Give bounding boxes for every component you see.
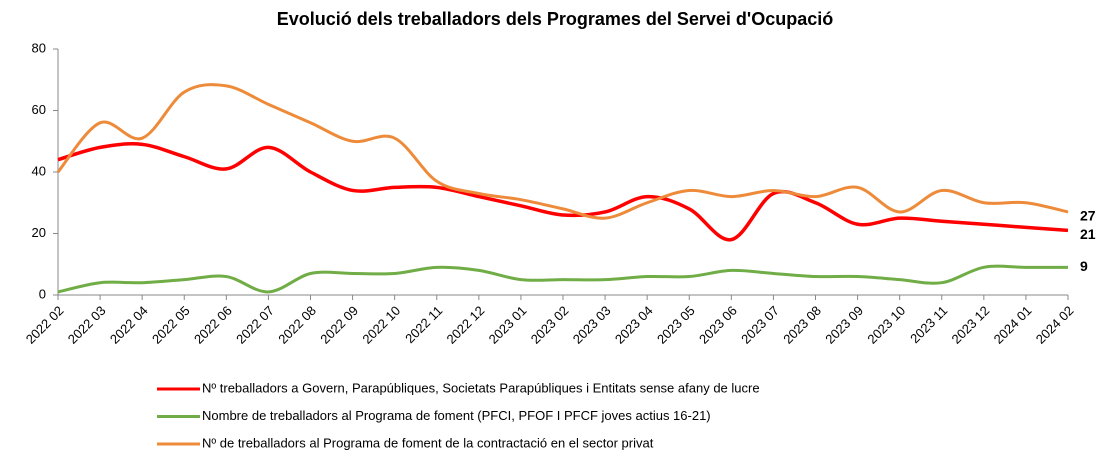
data-label: 9	[1080, 258, 1088, 274]
legend-label: Nombre de treballadors al Programa de fo…	[202, 408, 711, 423]
legend-label: Nº de treballadors al Programa de foment…	[202, 435, 654, 450]
x-tick-label: 2023 09	[822, 303, 866, 347]
x-tick-label: 2022 05	[149, 303, 193, 347]
x-tick-label: 2023 11	[907, 303, 950, 346]
data-label: 21	[1080, 226, 1096, 242]
x-tick-label: 2022 03	[65, 303, 109, 347]
x-tick-label: 2023 06	[696, 303, 740, 347]
x-tick-label: 2022 06	[191, 303, 235, 347]
y-tick-label: 60	[32, 102, 46, 117]
x-tick-label: 2022 07	[233, 303, 277, 347]
x-tick-label: 2023 12	[949, 303, 993, 347]
legend-label: Nº treballadors a Govern, Parapúbliques,…	[202, 380, 760, 395]
y-tick-label: 0	[39, 286, 46, 301]
x-tick-label: 2023 05	[654, 303, 698, 347]
y-tick-label: 80	[32, 40, 46, 55]
x-tick-label: 2023 08	[780, 303, 824, 347]
data-label: 27	[1080, 208, 1096, 224]
x-tick-label: 2022 09	[317, 303, 361, 347]
x-tick-label: 2023 03	[570, 303, 614, 347]
x-tick-label: 2023 04	[612, 303, 656, 347]
series-line	[57, 264, 1068, 294]
x-tick-label: 2023 01	[486, 303, 530, 347]
x-tick-label: 2022 10	[359, 303, 403, 347]
x-tick-label: 2024 01	[991, 303, 1035, 347]
x-tick-label: 2022 12	[444, 303, 488, 347]
series-line	[56, 83, 1069, 220]
series-line	[57, 142, 1069, 242]
x-tick-label: 2022 11	[402, 303, 445, 346]
y-tick-label: 40	[32, 163, 46, 178]
x-tick-label: 2022 08	[275, 303, 319, 347]
y-tick-label: 20	[32, 225, 46, 240]
x-tick-label: 2022 02	[23, 303, 67, 347]
x-tick-label: 2023 02	[528, 303, 572, 347]
x-tick-label: 2022 04	[107, 303, 151, 347]
x-tick-label: 2024 02	[1033, 303, 1077, 347]
x-tick-label: 2023 07	[738, 303, 782, 347]
x-tick-label: 2023 10	[864, 303, 908, 347]
chart-title: Evolució dels treballadors dels Programe…	[277, 9, 833, 29]
